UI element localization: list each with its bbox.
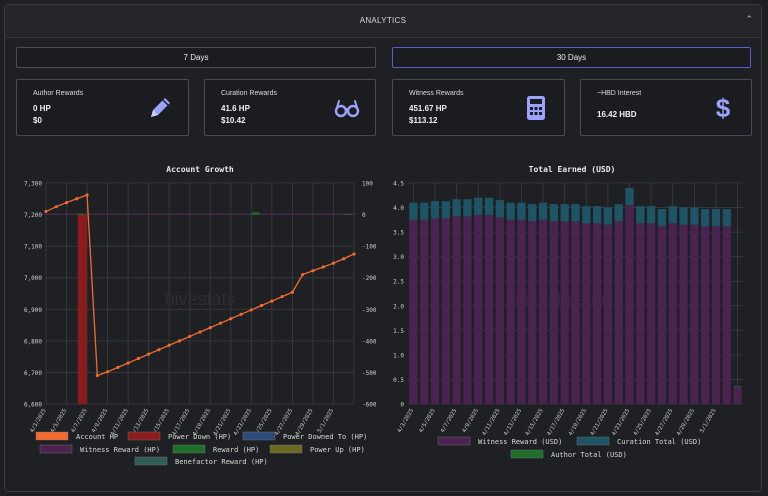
pencil-icon: [151, 98, 170, 117]
card-value-hp: 451.67 HP: [409, 104, 447, 113]
analytics-header[interactable]: ANALYTICS ⌃: [5, 5, 761, 38]
hbd-interest-card: ~HBD Interest 16.42 HBD $: [580, 79, 752, 136]
dollar-icon: $: [716, 94, 731, 122]
account-growth-title: Account Growth: [166, 165, 234, 174]
calculator-icon: [527, 96, 545, 120]
card-title: Author Rewards: [33, 90, 84, 97]
range-7-days-button[interactable]: 7 Days: [16, 47, 376, 68]
card-value-hbd: 16.42 HBD: [597, 110, 637, 119]
card-value-usd: $10.42: [221, 116, 246, 125]
card-value-usd: $0: [33, 116, 42, 125]
card-title: Curation Rewards: [221, 90, 278, 97]
card-title: ~HBD Interest: [597, 90, 642, 97]
svg-text:$: $: [716, 94, 731, 122]
author-rewards-card: Author Rewards 0 HP $0: [16, 79, 189, 136]
card-value-usd: $113.12: [409, 116, 438, 125]
card-value-hp: 0 HP: [33, 104, 51, 113]
total-earned-title: Total Earned (USD): [528, 165, 616, 174]
range-30-days-button[interactable]: 30 Days: [392, 47, 751, 68]
card-value-hp: 41.6 HP: [221, 104, 250, 113]
curation-rewards-card: Curation Rewards 41.6 HP $10.42: [204, 79, 376, 136]
card-title: Witness Rewards: [409, 90, 464, 97]
panel-title: ANALYTICS: [359, 16, 407, 25]
analytics-panel: ANALYTICS ⌃: [4, 4, 762, 492]
glasses-icon: [334, 100, 360, 118]
witness-rewards-card: Witness Rewards 451.67 HP $113.12: [392, 79, 565, 136]
chevron-up-icon[interactable]: ⌃: [745, 14, 753, 24]
